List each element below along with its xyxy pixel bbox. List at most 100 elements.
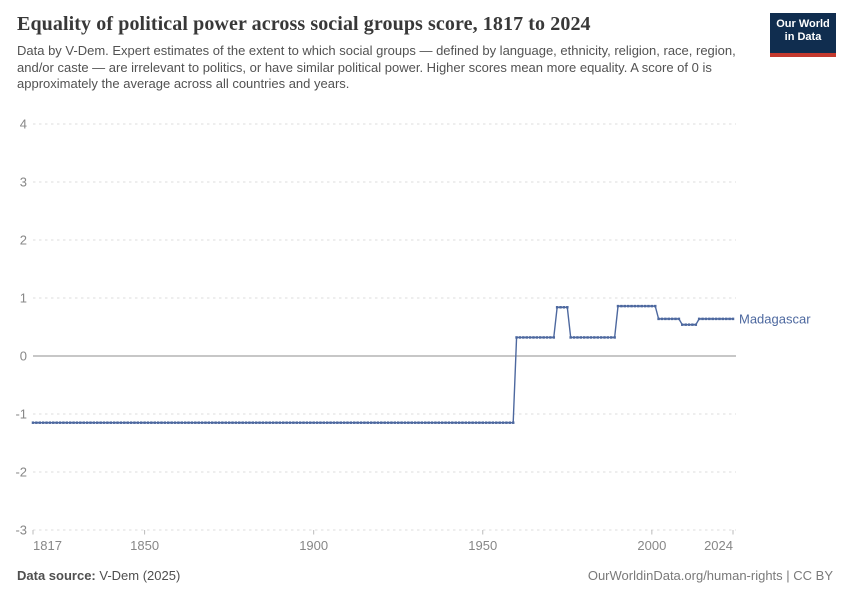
series-marker (447, 421, 451, 424)
series-marker (312, 421, 315, 424)
series-marker (630, 304, 633, 308)
series-marker (691, 323, 694, 326)
series-marker (302, 421, 305, 424)
series-marker (708, 317, 711, 321)
series-marker (45, 421, 48, 424)
logo-stripe (770, 53, 836, 57)
series-marker (704, 317, 708, 321)
series-marker (238, 421, 241, 424)
series-marker (545, 336, 549, 339)
series-marker (207, 421, 211, 424)
series-marker (603, 336, 606, 339)
series-marker (430, 421, 434, 424)
series-marker (265, 421, 268, 424)
series-marker (75, 421, 79, 424)
series-marker (393, 421, 397, 424)
series-marker (349, 421, 353, 424)
series-marker (643, 304, 647, 308)
series-marker (731, 317, 735, 321)
series-marker (183, 421, 187, 424)
series-marker (413, 421, 417, 424)
series-marker (390, 421, 393, 424)
series-marker (579, 336, 583, 339)
series-marker (271, 421, 275, 424)
series-marker (319, 421, 322, 424)
series-marker (400, 421, 403, 424)
series-marker (386, 421, 390, 424)
series-marker (420, 421, 424, 424)
series-marker (143, 421, 146, 424)
series-marker (589, 336, 593, 339)
series-marker (167, 421, 170, 424)
series-marker (41, 421, 45, 424)
series-marker (173, 421, 177, 424)
series-marker (332, 421, 336, 424)
series-marker (633, 304, 637, 308)
y-tick-label-3: 3 (20, 175, 27, 190)
series-marker (674, 317, 677, 321)
series-marker (315, 421, 319, 424)
series-marker (31, 421, 35, 424)
series-marker (681, 323, 684, 326)
series-marker (48, 421, 52, 424)
series-marker (325, 421, 329, 424)
series-marker (268, 421, 271, 424)
series-marker (670, 317, 674, 321)
series-marker (599, 336, 603, 339)
series-marker (552, 336, 556, 339)
series-marker (491, 421, 495, 424)
series-marker (694, 323, 698, 326)
series-marker (281, 421, 285, 424)
series-marker (444, 421, 447, 424)
series-marker (55, 421, 58, 424)
series-marker (214, 421, 217, 424)
series-marker (440, 421, 444, 424)
series-marker (366, 421, 370, 424)
series-marker (505, 421, 508, 424)
series-marker (616, 304, 620, 308)
series-marker (539, 336, 542, 339)
footer-rights[interactable]: OurWorldinData.org/human-rights | CC BY (587, 568, 833, 583)
series-marker (136, 421, 140, 424)
series-marker (123, 421, 126, 424)
series-marker (170, 421, 173, 424)
series-marker (461, 421, 464, 424)
series-marker (657, 317, 660, 321)
series-marker (248, 421, 251, 424)
entity-label-madagascar[interactable]: Madagascar (739, 311, 811, 326)
series-marker (156, 421, 160, 424)
series-marker (292, 421, 295, 424)
series-marker (471, 421, 474, 424)
data-source-label: Data source: (17, 568, 96, 583)
series-marker (92, 421, 96, 424)
series-marker (481, 421, 485, 424)
series-marker (177, 421, 180, 424)
series-marker (82, 421, 85, 424)
series-marker (511, 421, 515, 424)
series-marker (549, 336, 552, 339)
series-marker (363, 421, 366, 424)
series-marker (224, 421, 227, 424)
series-marker (467, 421, 471, 424)
series-marker (572, 336, 576, 339)
owid-logo[interactable]: Our World in Data (770, 13, 836, 57)
series-marker (346, 421, 349, 424)
y-tick-label--3: -3 (15, 523, 27, 538)
series-marker (190, 421, 194, 424)
y-tick-label--1: -1 (15, 407, 27, 422)
series-marker (566, 306, 569, 309)
series-marker (542, 336, 545, 339)
series-marker (146, 421, 150, 424)
series-marker (488, 421, 491, 424)
series-line-madagascar[interactable] (33, 305, 733, 424)
series-marker (234, 421, 238, 424)
series-marker (254, 421, 258, 424)
series-marker (687, 323, 691, 326)
series-marker (119, 421, 123, 424)
series-marker (180, 421, 184, 424)
series-marker (434, 421, 437, 424)
page-title: Equality of political power across socia… (17, 13, 591, 35)
series-marker (454, 421, 457, 424)
series-marker (227, 421, 231, 424)
series-marker (613, 336, 616, 339)
